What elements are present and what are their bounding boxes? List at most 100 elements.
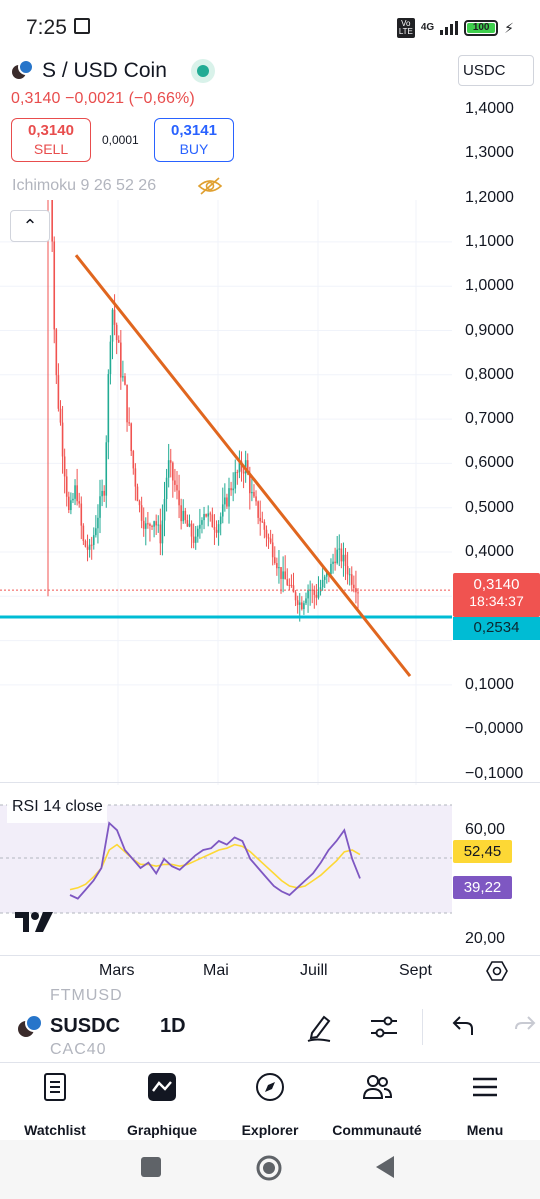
rsi-ma-tag: 52,45 [453,840,512,863]
candle-body [253,491,255,497]
candle-body [238,461,241,473]
candle-body [301,602,303,610]
nav-watchlist[interactable]: Watchlist [0,1071,110,1138]
nav-explore[interactable]: Explorer [215,1071,325,1138]
rsi-band [0,805,452,913]
candle-body [340,548,343,562]
bottom-toolbar: FTMUSD SUSDC 1D CAC40 [0,987,540,1061]
rsi-legend[interactable]: RSI 14 close [7,795,107,823]
candle-body [157,524,160,526]
market-open-icon [190,59,215,83]
interval-button[interactable]: 1D [160,1015,186,1037]
candle-body [186,520,189,527]
candle-body [257,501,259,518]
candle-body [188,523,191,527]
candle-body [182,510,185,522]
candle-body [207,513,210,517]
candle-body [344,554,347,567]
network-type: 4G [420,22,435,33]
candle-body [263,522,266,530]
candle-body [294,592,297,601]
buy-label: BUY [179,141,209,157]
nav-label: Explorer [241,1122,299,1138]
nav-menu[interactable]: Menu [430,1071,540,1138]
candle-body [246,460,249,474]
candle-body [330,563,332,575]
sell-button[interactable]: 0,3140 SELL [11,118,91,162]
price-tick: −0,0000 [465,720,524,738]
candle-body [319,587,322,592]
chart-settings-icon[interactable] [486,960,508,982]
symbol-title[interactable]: S / USD Coin [42,59,167,82]
candle-body [124,376,126,385]
indicators-icon[interactable] [368,1011,400,1043]
battery-icon: 100 [464,20,499,36]
collapse-button[interactable]: ⌃ [10,210,50,242]
pane-separator[interactable] [0,782,540,783]
candle-body [61,422,64,457]
price-tick: 0,6000 [465,454,514,472]
redo-icon[interactable] [510,1011,540,1043]
candle-body [72,498,74,501]
community-icon [362,1075,393,1099]
candle-body [107,374,110,443]
candle-body [82,525,85,542]
candle-body [178,490,180,506]
candle-body [221,504,224,517]
candle-body [353,584,355,589]
rsi-tick-20: 20,00 [465,930,506,947]
trend-line[interactable] [74,254,412,677]
candle-body [338,548,341,550]
nav-community[interactable]: Communauté [322,1071,432,1138]
candle-body [230,488,232,491]
indicator-legend[interactable]: Ichimoku 9 26 52 26 [12,177,157,194]
candle-body [111,309,114,342]
recents-icon[interactable] [140,1156,162,1178]
candle-body [68,496,70,511]
rsi-chart[interactable] [0,795,452,955]
tradingview-logo-icon[interactable] [15,910,59,934]
candle-body [163,499,166,521]
candle-body [286,579,289,585]
candle-body [63,456,66,477]
candle-body [240,461,243,472]
candle-body [78,501,81,504]
candle-body [290,584,293,586]
candle-body [70,500,72,511]
price-tick: 0,7000 [465,410,514,428]
candle-body [278,567,280,569]
undo-icon[interactable] [446,1011,478,1043]
back-icon[interactable] [374,1155,396,1179]
price-chart[interactable] [0,200,540,785]
charging-icon: ⚡ [504,19,514,36]
symbol-search-button[interactable]: SUSDC [50,1015,121,1037]
currency-selector[interactable]: USDC [458,55,534,86]
nav-chart[interactable]: Graphique [107,1071,217,1138]
candle-body [132,451,135,469]
drawing-pen-icon[interactable] [304,1011,336,1043]
status-time: 7:25 [26,16,67,39]
candle-body [126,384,128,423]
candle-body [92,535,95,545]
candle-body [76,485,78,502]
candle-body [307,589,309,599]
candle-body [149,524,151,526]
hidden-eye-icon[interactable] [197,176,223,196]
symbol-header[interactable]: S / USD Coin [10,56,215,86]
candle-body [259,517,262,522]
candle-body [53,241,56,330]
bottom-nav: Watchlist Graphique Explorer Communauté … [0,1062,540,1140]
candle-body [65,476,68,497]
candle-body [90,544,93,546]
home-icon[interactable] [255,1154,283,1182]
candle-body [155,521,157,526]
candle-body [136,486,139,502]
time-tick-sept: Sept [399,962,432,979]
next-symbol-ghost: CAC40 [50,1041,107,1058]
candle-body [144,523,147,529]
candle-body [176,484,178,491]
rsi-tick-60: 60,00 [465,821,506,838]
buy-button[interactable]: 0,3141 BUY [154,118,234,162]
candle-body [217,524,220,533]
candle-body [172,462,174,481]
